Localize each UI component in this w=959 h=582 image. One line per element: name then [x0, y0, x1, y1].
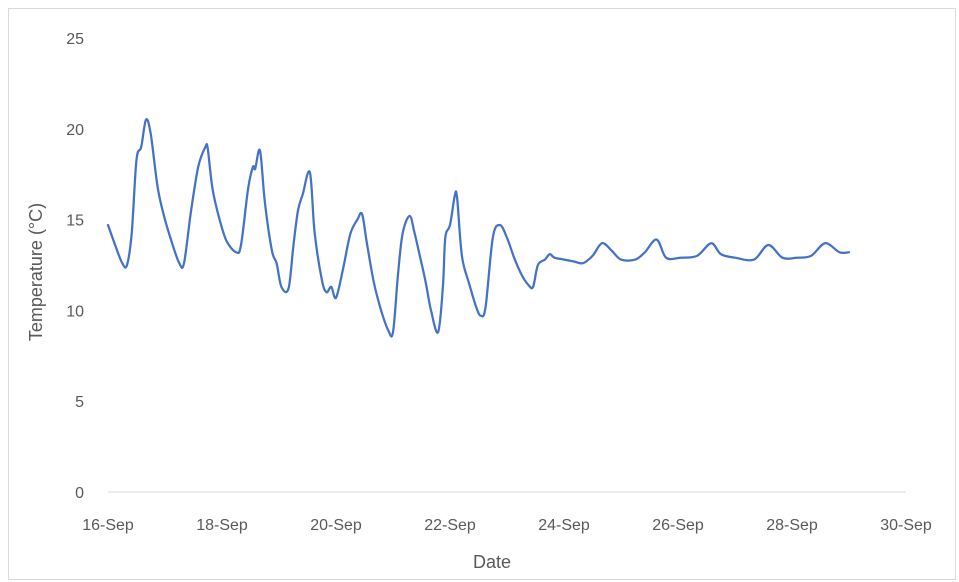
y-tick-label: 20 [66, 122, 84, 139]
x-axis-title: Date [473, 552, 511, 572]
x-tick-label: 24-Sep [538, 517, 590, 534]
y-tick-label: 0 [75, 485, 84, 502]
temperature-series-line [106, 118, 851, 338]
x-tick-label: 20-Sep [310, 517, 362, 534]
y-axis-title: Temperature (°C) [26, 203, 46, 341]
y-axis-ticks: 0 5 10 15 20 25 [66, 31, 84, 502]
y-tick-label: 10 [66, 303, 84, 320]
x-tick-label: 28-Sep [766, 517, 818, 534]
x-axis-ticks: 16-Sep 18-Sep 20-Sep 22-Sep 24-Sep 26-Sep 28-S… [82, 517, 932, 534]
x-tick-label: 30-Sep [880, 517, 932, 534]
y-tick-label: 5 [75, 394, 84, 411]
x-tick-label: 26-Sep [652, 517, 704, 534]
chart-frame [8, 8, 956, 580]
y-tick-label: 15 [66, 213, 84, 230]
x-tick-label: 22-Sep [424, 517, 476, 534]
x-tick-label: 16-Sep [82, 517, 134, 534]
x-tick-label: 18-Sep [196, 517, 248, 534]
y-tick-label: 25 [66, 31, 84, 48]
